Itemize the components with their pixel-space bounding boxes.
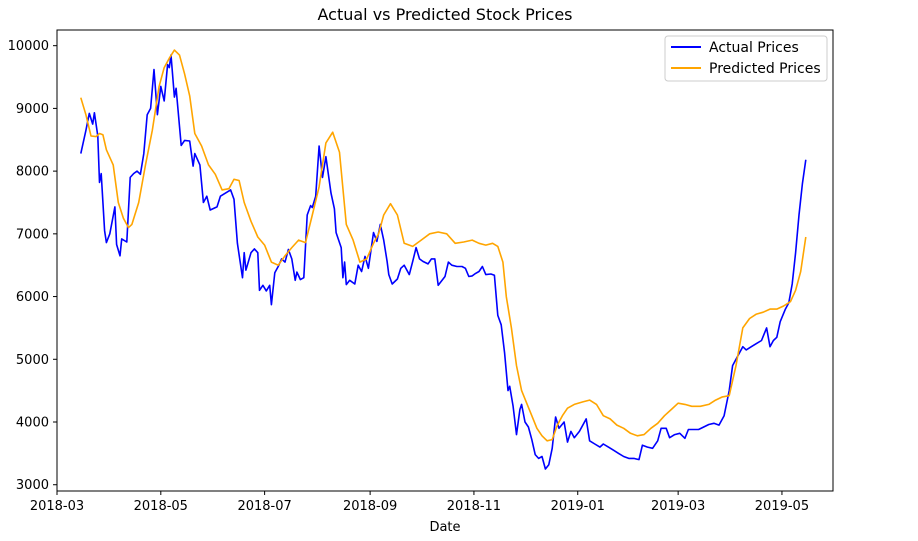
plot-frame bbox=[56, 29, 834, 492]
series-line-predicted-prices bbox=[80, 49, 807, 442]
y-tick-label: 4000 bbox=[16, 416, 49, 431]
x-tick-label: 2019-03 bbox=[651, 499, 705, 514]
legend-box bbox=[664, 35, 828, 82]
y-tick-label: 9000 bbox=[16, 102, 49, 117]
x-tick-label: 2018-09 bbox=[343, 499, 397, 514]
x-axis-label: Date bbox=[429, 520, 460, 535]
y-tick-label: 3000 bbox=[16, 478, 49, 493]
series-line-actual-prices bbox=[80, 54, 807, 470]
y-tick-label: 6000 bbox=[16, 290, 49, 305]
y-axis: 3000 4000 5000 6000 7000 8000 9000 10000 bbox=[8, 39, 57, 493]
y-tick-label: 5000 bbox=[16, 353, 49, 368]
legend-label-predicted-prices: Predicted Prices bbox=[709, 61, 821, 77]
y-tick-label: 8000 bbox=[16, 165, 49, 180]
y-tick-label: 10000 bbox=[8, 39, 49, 54]
x-tick-label: 2018-07 bbox=[237, 499, 291, 514]
x-tick-label: 2018-03 bbox=[30, 499, 84, 514]
x-tick-label: 2018-11 bbox=[447, 499, 501, 514]
x-axis: 2018-03 2018-05 2018-07 2018-09 2018-11 2019-… bbox=[30, 491, 809, 514]
x-tick-label: 2019-05 bbox=[755, 499, 809, 514]
legend-label-actual-prices: Actual Prices bbox=[709, 40, 799, 56]
series-layer bbox=[80, 49, 807, 470]
chart-title: Actual vs Predicted Stock Prices bbox=[317, 5, 572, 24]
x-tick-label: 2018-05 bbox=[134, 499, 188, 514]
y-tick-label: 7000 bbox=[16, 227, 49, 242]
x-tick-label: 2019-01 bbox=[551, 499, 605, 514]
legend: Actual Prices Predicted Prices bbox=[664, 35, 828, 82]
